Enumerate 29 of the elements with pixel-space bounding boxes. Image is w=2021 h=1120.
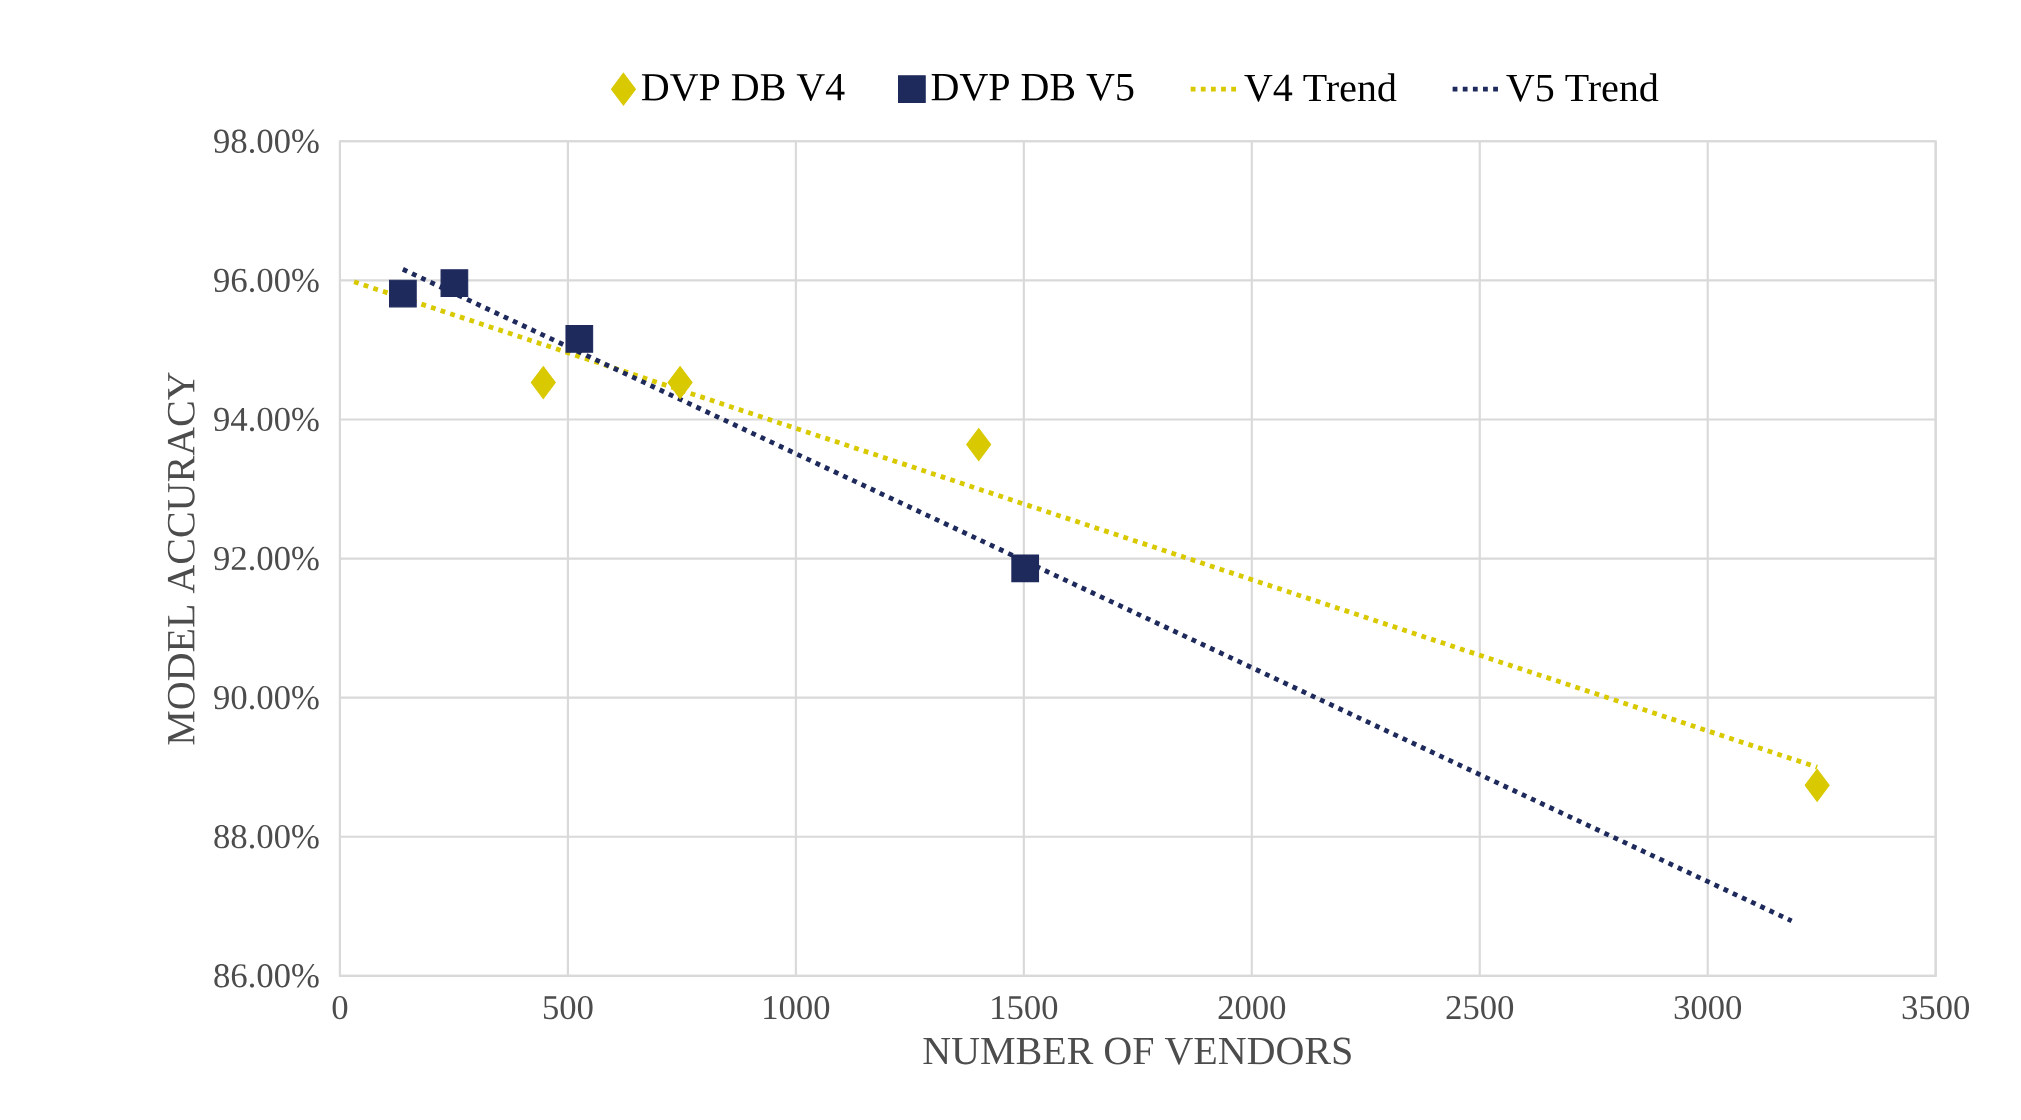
point [667, 366, 693, 400]
x-tick-label: 2500 [1446, 996, 1514, 1020]
x-tick-label: 1500 [992, 996, 1058, 1020]
y-tick-label: 92.00% [214, 546, 319, 571]
y-tick-label: 98.00% [214, 129, 319, 154]
x-tick-label: 3000 [1674, 996, 1742, 1020]
point [388, 279, 417, 308]
legend-label: V5 Trend [1506, 73, 1659, 102]
point [440, 269, 469, 298]
x-axis-title: NUMBER OF VENDORS [923, 1037, 1351, 1065]
point [565, 325, 594, 353]
y-axis-title: MODEL ACCURACY [167, 372, 195, 745]
y-tick-label: 86.00% [214, 964, 319, 988]
point [1804, 768, 1830, 802]
y-tick-label: 96.00% [214, 268, 319, 293]
y-tick-label: 90.00% [214, 685, 319, 710]
y-tick-label: 88.00% [214, 825, 319, 849]
x-tick-label: 3500 [1902, 996, 1970, 1020]
legend-label: V4 Trend [1244, 73, 1397, 102]
legend-label: DVP DB V5 [931, 74, 1134, 101]
x-tick-label: 0 [332, 996, 348, 1020]
x-tick-label: 2000 [1218, 996, 1286, 1020]
point [530, 366, 556, 400]
point [966, 428, 992, 462]
point [1011, 554, 1040, 583]
y-tick-label: 94.00% [214, 407, 319, 432]
x-tick-label: 1000 [764, 996, 830, 1020]
x-tick-label: 500 [543, 996, 593, 1020]
legend-label: DVP DB V4 [641, 74, 845, 102]
